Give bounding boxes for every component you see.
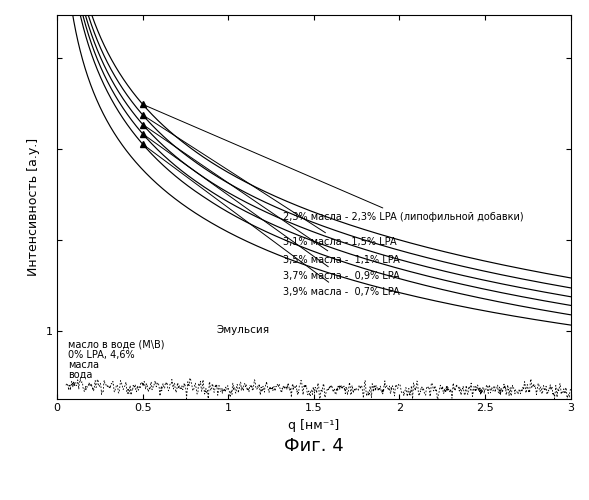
Text: Фиг. 4: Фиг. 4 [284, 437, 344, 455]
Text: 2,3% масла - 2,3% LPA (липофильной добавки): 2,3% масла - 2,3% LPA (липофильной добав… [145, 106, 524, 222]
Text: 3,1% масла - 1,5% LPA: 3,1% масла - 1,5% LPA [145, 116, 396, 247]
Text: 3,7% масла -  0,9% LPA: 3,7% масла - 0,9% LPA [145, 136, 400, 281]
Text: 0% LPA, 4,6%: 0% LPA, 4,6% [68, 350, 135, 360]
Text: 3,5% масла -  1,1% LPA: 3,5% масла - 1,1% LPA [145, 126, 400, 265]
Text: Эмульсия: Эмульсия [216, 326, 269, 336]
X-axis label: q [нм⁻¹]: q [нм⁻¹] [288, 419, 339, 432]
Text: масла: масла [68, 360, 100, 370]
Text: масло в воде (М\B): масло в воде (М\B) [68, 340, 165, 349]
Y-axis label: Интенсивность [а.у.]: Интенсивность [а.у.] [27, 138, 40, 276]
Text: 3,9% масла -  0,7% LPA: 3,9% масла - 0,7% LPA [145, 146, 400, 296]
Text: вода: вода [68, 370, 92, 380]
